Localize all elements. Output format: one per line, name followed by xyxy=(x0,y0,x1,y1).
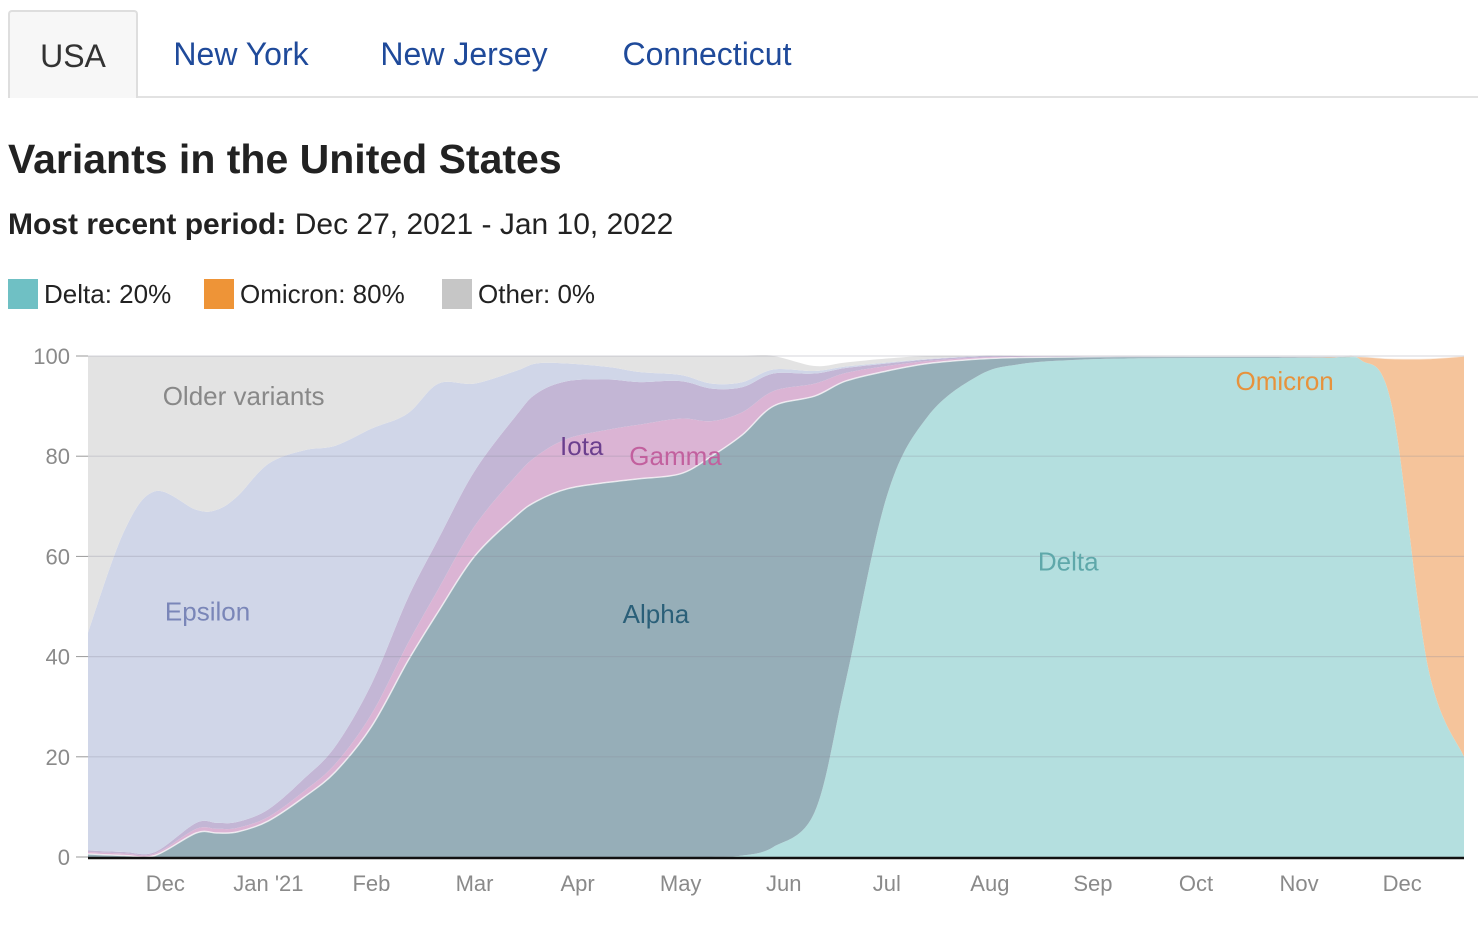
y-tick-label-40: 40 xyxy=(46,645,70,670)
series-label-iota: Iota xyxy=(560,431,604,461)
legend-swatch-other xyxy=(442,279,472,310)
area-older-variants xyxy=(88,355,1464,633)
period-value: Dec 27, 2021 - Jan 10, 2022 xyxy=(294,208,674,241)
series-label-gamma: Gamma xyxy=(629,441,722,471)
legend-item-other: Other: 0% xyxy=(442,278,595,310)
x-tick-label-oct: Oct xyxy=(1179,871,1213,896)
x-tick-label-dec: Dec xyxy=(146,871,185,896)
legend-label-omicron: Omicron: 80% xyxy=(240,279,405,309)
legend-label-other: Other: 0% xyxy=(478,279,596,309)
y-tick-label-100: 100 xyxy=(33,344,70,369)
region-tabs: USA New York New Jersey Connecticut xyxy=(8,10,1478,98)
chart-title: Variants in the United States xyxy=(8,136,562,182)
area-alpha xyxy=(88,356,1464,858)
alpha-gamma-separator xyxy=(87,355,1465,858)
area-epsilon xyxy=(88,355,1464,855)
legend-item-delta: Delta: 20% xyxy=(8,278,171,310)
legend-swatch-omicron xyxy=(204,279,234,310)
tabs-baseline xyxy=(8,96,1478,98)
x-tick-label-jul: Jul xyxy=(873,871,901,896)
x-tick-label-dec: Dec xyxy=(1383,871,1422,896)
x-tick-label-may: May xyxy=(660,871,702,896)
period-line: Most recent period: Dec 27, 2021 - Jan 1… xyxy=(8,208,673,242)
y-tick-label-0: 0 xyxy=(58,845,70,870)
tab-new-jersey[interactable]: New Jersey xyxy=(380,36,548,72)
x-tick-label-sep: Sep xyxy=(1073,871,1112,896)
tab-usa[interactable]: USA xyxy=(8,10,138,98)
series-label-delta: Delta xyxy=(1038,546,1099,576)
series-label-alpha: Alpha xyxy=(623,599,690,629)
period-label: Most recent period: xyxy=(8,208,287,241)
x-tick-label-mar: Mar xyxy=(456,871,494,896)
y-tick-label-80: 80 xyxy=(46,444,70,469)
tab-new-york[interactable]: New York xyxy=(173,36,309,72)
legend-item-omicron: Omicron: 80% xyxy=(204,278,405,310)
legend-swatch-delta xyxy=(8,279,38,310)
series-label-older-variants: Older variants xyxy=(163,381,325,411)
area-delta xyxy=(88,355,1464,858)
series-label-omicron: Omicron xyxy=(1236,366,1334,396)
series-label-epsilon: Epsilon xyxy=(165,597,250,627)
x-tick-label-jan-21: Jan '21 xyxy=(233,871,303,896)
x-tick-label-jun: Jun xyxy=(766,871,801,896)
y-tick-label-60: 60 xyxy=(46,544,70,569)
legend-label-delta: Delta: 20% xyxy=(44,279,172,309)
tab-connecticut[interactable]: Connecticut xyxy=(622,36,792,72)
x-tick-label-feb: Feb xyxy=(352,871,390,896)
x-tick-label-apr: Apr xyxy=(560,871,594,896)
x-tick-label-nov: Nov xyxy=(1280,871,1319,896)
variants-area-chart: 0 20 40 60 80 100 Dec Jan '21 Feb Mar Apr May Jun Jul… xyxy=(33,344,1465,896)
x-tick-label-aug: Aug xyxy=(970,871,1009,896)
y-tick-label-20: 20 xyxy=(46,745,70,770)
